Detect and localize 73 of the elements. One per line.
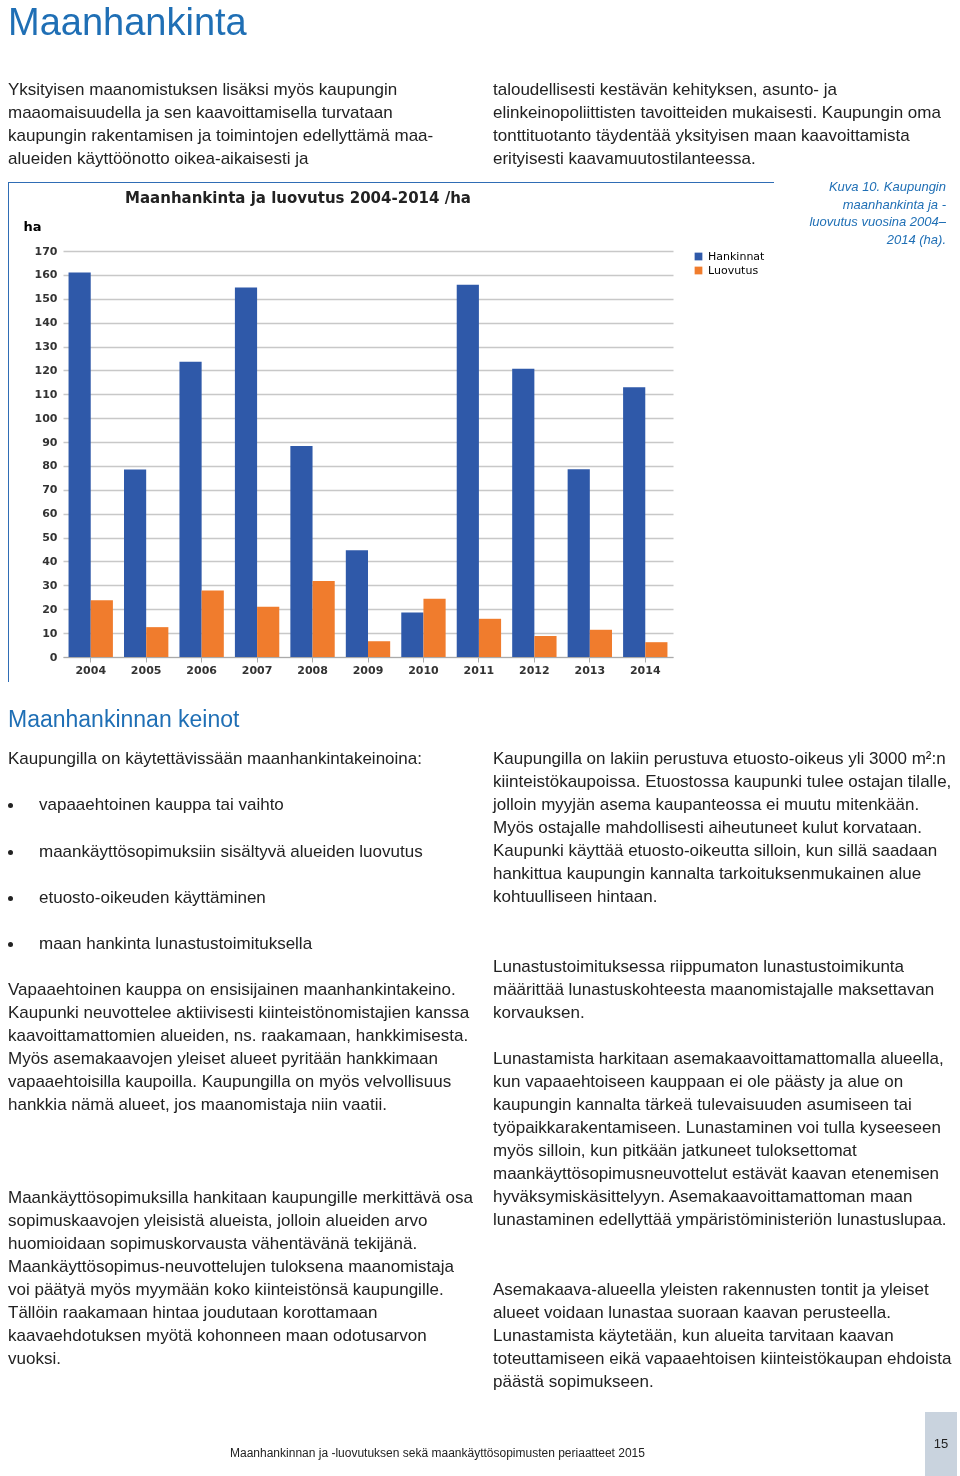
- y-tick-label: 110: [34, 387, 58, 401]
- bar: [257, 606, 280, 657]
- y-tick-label: 120: [34, 363, 58, 377]
- bar: [368, 641, 391, 657]
- y-tick-label: 70: [42, 483, 58, 497]
- text: Maankäyttösopimuksilla hankitaan kaupungille merkittävä osa sopimuskaavojen yleisistä alueista, jolloin alueiden arvo huomioidaan sopimuskorvausta vähentävänä tekijänä. Maankäyttösopimus-neuvottelujen tuloksena maanomistaja voi päätyä myös myymään koko kiinteistönsä kaupungille. Tällöin raakamaan hintaa joudutaan korottamaan kaavaehdotuksen myötä kohonneen maan odotusarvon vuoksi.: [8, 1187, 474, 1370]
- text: Lunastamista harkitaan asemakaavoittamattomalla alueella, kun vapaaehtoiseen kauppaan ei ole päästy ja alue on kaupungin kannalta tärkeä tulevaisuuden asumiseen tai työpaikkarakentamiseen. Lunastaminen voi tulla kyseeseen myös silloin, kun pitkään jatkuneet tuloksettomat maankäyttösopimusneuvottelut estävät kaavan etenemisen hyväksymiskäsittelyyn. Asemakaavoittamattoman maan lunastaminen edellyttää ympäristöministeriön lunastuslupaa.: [493, 1048, 948, 1231]
- x-tick-label: 2012: [519, 663, 550, 677]
- legend-label: Luovutus: [708, 263, 759, 277]
- bar: [423, 598, 446, 657]
- bar: [456, 284, 479, 657]
- bar: [312, 581, 335, 657]
- y-tick-label: 0: [49, 650, 58, 664]
- bar: [179, 361, 202, 657]
- bar: [567, 469, 590, 657]
- text: Kaupungilla on lakiin perustuva etuosto-oikeus yli 3000 m²:n kiinteistökaupoissa. Etuostossa kaupunki tulee ostajan tilalle, jolloin myyjän asema kaupanteossa ei muutu mitenkään. Myös ostajalle mahdollisesti aiheutuneet kulut korvataan. Kaupunki käyttää etuosto-oikeutta silloin, kun sillä saadaan hankittua kaupungin kannalta tarkoituksenmukainen alue kohtuulliseen hintaan.: [493, 748, 953, 908]
- y-tick-label: 50: [42, 531, 58, 545]
- text: Maanhankinnan keinot: [8, 705, 241, 733]
- text: taloudellisesti kestävän kehityksen, asunto- ja elinkeinopoliittisten tavoitteiden mukaisesti. Kaupungin oma tonttituotanto täydentää yksityisen maan kaavoittamista erityisesti kaavamuutostilanteessa.: [493, 79, 942, 170]
- y-tick-label: 80: [42, 459, 58, 473]
- text: Maanhankinta: [8, 0, 248, 44]
- text: maan hankinta lunastustoimituksella: [39, 933, 314, 955]
- text: maankäyttösopimuksiin sisältyvä alueiden luovutus: [39, 841, 424, 863]
- y-tick-label: 100: [34, 411, 58, 425]
- text: Vapaaehtoinen kauppa on ensisijainen maanhankintakeino. Kaupunki neuvottelee aktiivisesti kiinteistönomistajien kanssa kaavoittamattomien alueiden, ns. raakamaan, hankkimisesta. Myös asemakaavojen yleiset alueet pyritään hankkimaan vapaaehtoisilla kaupoilla. Kaupungilla on myös velvollisuus hankkia nämä alueet, jos maanomistaja niin vaatii.: [8, 979, 471, 1116]
- bar: [68, 272, 91, 657]
- x-tick-label: 2008: [297, 663, 328, 677]
- y-tick-label: 60: [42, 507, 58, 521]
- y-tick-label: 140: [34, 316, 58, 330]
- y-tick-label: 40: [42, 554, 58, 568]
- y-tick-label: 20: [42, 602, 58, 616]
- x-tick-label: 2010: [408, 663, 440, 677]
- x-tick-label: 2013: [574, 663, 606, 677]
- y-tick-label: 30: [42, 578, 58, 592]
- bar: [146, 627, 169, 657]
- bar: [401, 612, 424, 657]
- x-tick-label: 2006: [186, 663, 218, 677]
- bar: [201, 590, 224, 657]
- y-tick-label: 90: [42, 435, 58, 449]
- legend-label: Hankinnat: [708, 249, 766, 263]
- bar: [534, 635, 557, 657]
- bar: [589, 629, 612, 657]
- text: Maanhankinnan ja -luovutuksen sekä maankäyttösopimusten periaatteet 2015: [230, 1446, 646, 1460]
- text: Asemakaava-alueella yleisten rakennusten tontit ja yleiset alueet voidaan lunastaa suoraan kaavan perusteella. Lunastamista käytetään, kun alueita tarvitaan kaavan toteuttamiseen eikä vapaaehtoisen kiinteistökaupan ehdoista päästä sopimukseen.: [493, 1279, 953, 1393]
- x-tick-label: 2014: [629, 663, 661, 677]
- bar: [478, 618, 502, 657]
- bar: [512, 368, 535, 657]
- x-tick-label: 2007: [241, 663, 273, 677]
- text: Kaupungilla on käytettävissään maanhankintakeinoina:: [8, 748, 423, 770]
- y-tick-label: 160: [34, 268, 58, 282]
- y-tick-label: 10: [42, 626, 58, 640]
- y-tick-label: 130: [34, 340, 58, 354]
- bar: [290, 446, 313, 657]
- bar: [345, 550, 368, 657]
- text: 15: [925, 1412, 957, 1476]
- chart-title: Maanhankinta ja luovutus 2004-2014 /ha: [125, 189, 471, 207]
- x-tick-label: 2005: [130, 663, 162, 677]
- bar: [623, 387, 646, 657]
- y-tick-label: 150: [34, 292, 58, 306]
- y-axis-title: ha: [23, 218, 42, 234]
- text: Yksityisen maanomistuksen lisäksi myös kaupungin maaomaisuudella ja sen kaavoittamisella turvataan kaupungin rakentamisen ja toimintojen edellyttämä maa-alueiden käyttöönotto oikea-aikaisesti ja: [8, 79, 435, 170]
- bar: [234, 287, 258, 657]
- text: Kuva 10. Kaupungin maanhankinta ja -luovutus vuosina 2004–2014 (ha).: [808, 178, 946, 248]
- x-tick-label: 2009: [352, 663, 384, 677]
- text: etuosto-oikeuden käyttäminen: [39, 887, 267, 909]
- x-tick-label: 2004: [75, 663, 107, 677]
- bar: [90, 600, 113, 657]
- bar: [645, 642, 668, 657]
- x-tick-label: 2011: [463, 663, 495, 677]
- text: Lunastustoimituksessa riippumaton lunastustoimikunta määrittää lunastuskohteesta maanomistajalle maksettavan korvauksen.: [493, 956, 936, 1024]
- y-tick-label: 170: [34, 244, 58, 258]
- bar: [124, 469, 147, 657]
- text: vapaaehtoinen kauppa tai vaihto: [39, 794, 285, 816]
